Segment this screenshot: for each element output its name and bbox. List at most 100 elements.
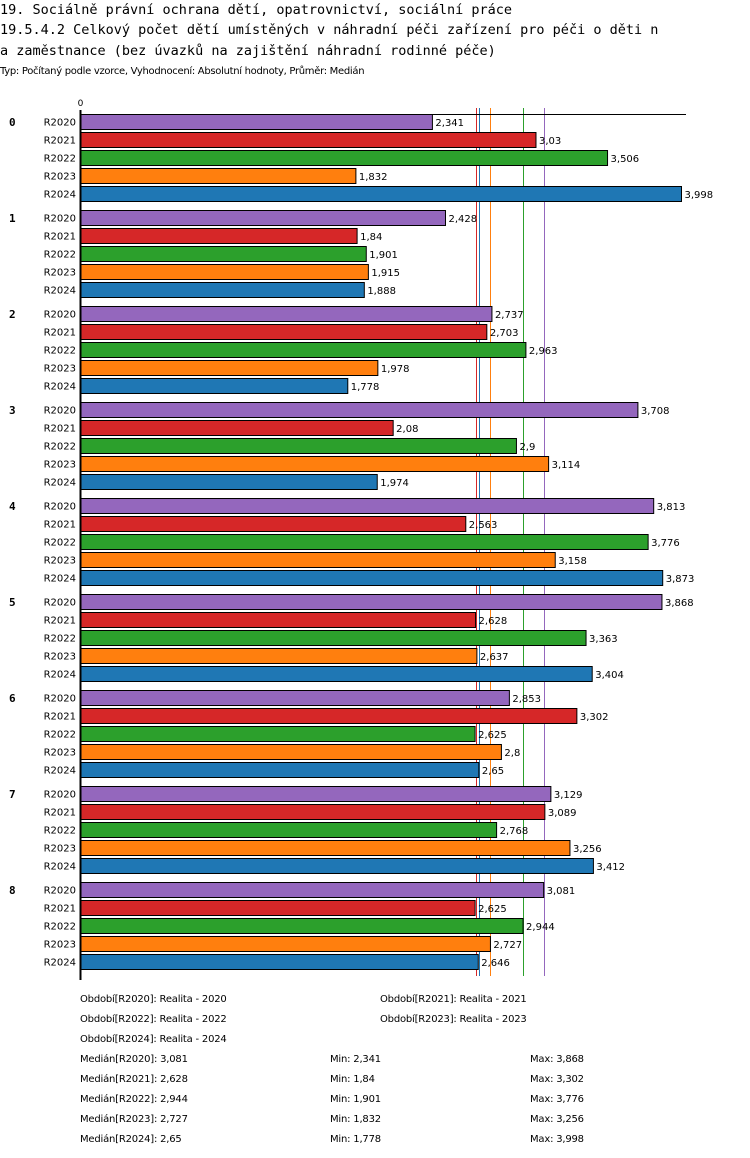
series-label: R2022 <box>44 250 76 261</box>
chart-title-line1: 19.5.4.2 Celkový počet dětí umístěných v… <box>0 22 659 38</box>
data-label: 2,08 <box>396 424 418 435</box>
series-label: R2023 <box>44 556 76 567</box>
series-label: R2023 <box>44 652 76 663</box>
max-r2023: Max: 3,256 <box>530 1114 584 1125</box>
data-label: 1,901 <box>369 250 398 261</box>
data-label: 3,708 <box>641 406 670 417</box>
bar-r2022 <box>80 150 609 166</box>
series-label: R2023 <box>44 364 76 375</box>
data-label: 2,628 <box>479 616 508 627</box>
category-label: 1 <box>9 212 16 225</box>
bar-r2024 <box>80 666 593 682</box>
bar-r2023 <box>80 264 369 280</box>
series-label: R2020 <box>44 310 76 321</box>
series-label: R2023 <box>44 940 76 951</box>
bar-r2023 <box>80 744 502 760</box>
data-label: 2,341 <box>435 118 464 129</box>
bar-r2020 <box>80 498 655 514</box>
data-label: 2,963 <box>529 346 558 357</box>
series-label: R2024 <box>44 478 76 489</box>
bar-r2022 <box>80 438 517 454</box>
series-label: R2022 <box>44 922 76 933</box>
data-label: 3,114 <box>552 460 581 471</box>
section-title: 19. Sociálně právní ochrana dětí, opatro… <box>0 2 513 18</box>
data-label: 3,776 <box>651 538 680 549</box>
chart-title-line2: a zaměstnance (bez úvazků na zajištění n… <box>0 43 496 59</box>
series-label: R2024 <box>44 382 76 393</box>
series-label: R2023 <box>44 844 76 855</box>
category-label: 5 <box>9 596 16 609</box>
series-label: R2021 <box>44 712 76 723</box>
series-label: R2024 <box>44 766 76 777</box>
median-r2024: Medián[R2024]: 2,65 <box>80 1134 182 1145</box>
bar-r2024 <box>80 474 378 490</box>
bar-r2020 <box>80 786 552 802</box>
data-label: 2,428 <box>448 214 477 225</box>
data-label: 3,813 <box>657 502 686 513</box>
legend-item-r2023: Období[R2023]: Realita - 2023 <box>380 1014 527 1025</box>
series-label: R2021 <box>44 232 76 243</box>
bar-r2024 <box>80 570 664 586</box>
data-label: 3,998 <box>685 190 714 201</box>
category-label: 7 <box>9 788 16 801</box>
median-r2022: Medián[R2022]: 2,944 <box>80 1094 188 1105</box>
series-label: R2020 <box>44 694 76 705</box>
series-label: R2020 <box>44 598 76 609</box>
bar-r2024 <box>80 186 682 202</box>
category-label: 6 <box>9 692 16 705</box>
series-label: R2021 <box>44 424 76 435</box>
data-label: 2,625 <box>478 904 507 915</box>
bar-r2021 <box>80 420 394 436</box>
series-label: R2021 <box>44 904 76 915</box>
data-label: 2,944 <box>526 922 555 933</box>
data-label: 3,302 <box>580 712 609 723</box>
series-label: R2022 <box>44 154 76 165</box>
series-label: R2023 <box>44 172 76 183</box>
bar-r2023 <box>80 936 491 952</box>
bar-r2024 <box>80 762 480 778</box>
bar-r2023 <box>80 168 357 184</box>
category-label: 0 <box>9 116 16 129</box>
bar-r2021 <box>80 324 488 340</box>
median-r2021: Medián[R2021]: 2,628 <box>80 1074 188 1085</box>
bar-r2020 <box>80 114 433 130</box>
category-label: 8 <box>9 884 16 897</box>
bar-r2022 <box>80 342 527 358</box>
series-label: R2022 <box>44 826 76 837</box>
data-label: 2,727 <box>493 940 522 951</box>
bar-r2024 <box>80 282 365 298</box>
series-label: R2024 <box>44 958 76 969</box>
series-label: R2023 <box>44 268 76 279</box>
series-label: R2021 <box>44 808 76 819</box>
series-label: R2022 <box>44 346 76 357</box>
data-label: 3,089 <box>548 808 577 819</box>
bar-r2022 <box>80 822 498 838</box>
series-label: R2020 <box>44 406 76 417</box>
data-label: 2,737 <box>495 310 524 321</box>
chart-subtitle: Typ: Počítaný podle vzorce, Vyhodnocení:… <box>0 66 365 77</box>
data-label: 3,081 <box>547 886 576 897</box>
series-label: R2024 <box>44 862 76 873</box>
legend-item-r2022: Období[R2022]: Realita - 2022 <box>80 1014 227 1025</box>
bar-r2024 <box>80 954 479 970</box>
data-label: 1,888 <box>367 286 396 297</box>
min-r2021: Min: 1,84 <box>330 1074 375 1085</box>
legend-item-r2020: Období[R2020]: Realita - 2020 <box>80 994 227 1005</box>
data-label: 2,65 <box>482 766 504 777</box>
category-label: 2 <box>9 308 16 321</box>
data-label: 3,363 <box>589 634 618 645</box>
bar-r2021 <box>80 612 477 628</box>
data-label: 2,646 <box>481 958 510 969</box>
bar-r2020 <box>80 306 493 322</box>
series-label: R2024 <box>44 670 76 681</box>
legend-item-r2021: Období[R2021]: Realita - 2021 <box>380 994 527 1005</box>
data-label: 3,412 <box>596 862 625 873</box>
min-r2022: Min: 1,901 <box>330 1094 381 1105</box>
series-label: R2020 <box>44 886 76 897</box>
max-r2024: Max: 3,998 <box>530 1134 584 1145</box>
median-r2023: Medián[R2023]: 2,727 <box>80 1114 188 1125</box>
series-label: R2024 <box>44 286 76 297</box>
min-r2020: Min: 2,341 <box>330 1054 381 1065</box>
series-label: R2021 <box>44 616 76 627</box>
